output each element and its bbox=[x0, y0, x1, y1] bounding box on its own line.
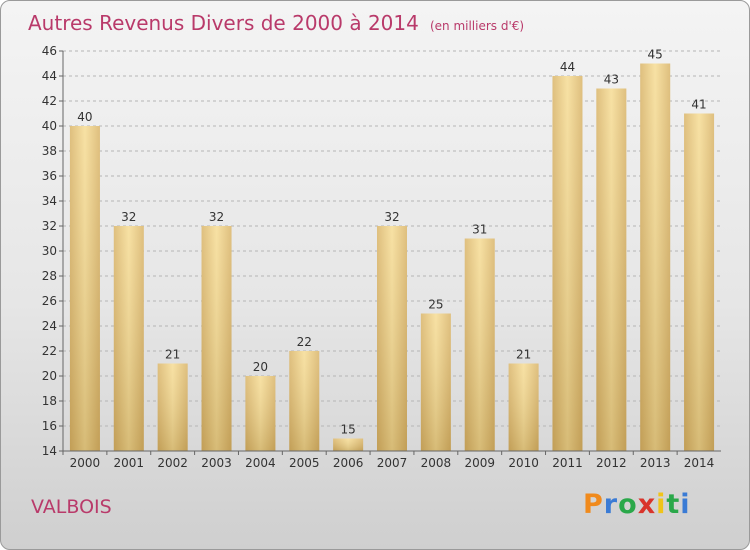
chart-title: Autres Revenus Divers de 2000 à 2014 bbox=[28, 11, 419, 35]
y-tick-label: 14 bbox=[42, 444, 57, 458]
bar-shade bbox=[640, 63, 671, 451]
data-label: 44 bbox=[560, 60, 575, 74]
x-tick-label: 2001 bbox=[114, 456, 145, 470]
x-tick-label: 2002 bbox=[157, 456, 188, 470]
bar-shade bbox=[596, 88, 627, 451]
y-tick-label: 28 bbox=[42, 269, 57, 283]
x-axis: 2000 2001 2002 2003 2004 2005 2006 2007 2008 2009… bbox=[62, 450, 721, 470]
y-tick-label: 16 bbox=[42, 419, 57, 433]
x-tick-label: 2009 bbox=[464, 456, 495, 470]
data-label: 22 bbox=[297, 335, 312, 349]
data-label: 32 bbox=[384, 210, 399, 224]
bar-shade bbox=[464, 238, 495, 451]
y-tick-label: 20 bbox=[42, 369, 57, 383]
data-label: 15 bbox=[340, 423, 355, 437]
logo-letter: i bbox=[680, 489, 691, 520]
y-tick-label: 22 bbox=[42, 344, 57, 358]
chart-subtitle: (en milliers d'€) bbox=[429, 19, 525, 33]
y-tick-label: 44 bbox=[42, 69, 57, 83]
bar-shade bbox=[289, 351, 320, 451]
data-label: 45 bbox=[648, 48, 663, 62]
x-tick-label: 2014 bbox=[684, 456, 715, 470]
x-tick-label: 2007 bbox=[377, 456, 408, 470]
y-tick-label: 40 bbox=[42, 119, 57, 133]
y-tick-label: 18 bbox=[42, 394, 57, 408]
y-tick-label: 30 bbox=[42, 244, 57, 258]
data-label: 20 bbox=[253, 360, 268, 374]
y-tick-label: 24 bbox=[42, 319, 57, 333]
x-tick-label: 2013 bbox=[640, 456, 671, 470]
data-label: 43 bbox=[604, 73, 619, 87]
bar-shade bbox=[245, 376, 276, 451]
bar-shade bbox=[420, 313, 451, 451]
bar-shade bbox=[684, 113, 715, 451]
bars: 40 32 21 32 20 22 15 32 25 31 21 44 43 45 41 bbox=[69, 48, 715, 451]
proxiti-logo: Proxiti bbox=[583, 489, 691, 520]
y-tick-label: 46 bbox=[42, 44, 57, 58]
data-label: 31 bbox=[472, 223, 487, 237]
data-label: 41 bbox=[691, 98, 706, 112]
logo-letter: x bbox=[637, 489, 657, 520]
x-tick-label: 2012 bbox=[596, 456, 627, 470]
logo-letter: i bbox=[656, 489, 667, 520]
x-tick-label: 2000 bbox=[70, 456, 101, 470]
x-tick-label: 2011 bbox=[552, 456, 583, 470]
bar-shade bbox=[201, 226, 232, 451]
bar-shade bbox=[552, 76, 583, 451]
x-tick-label: 2008 bbox=[421, 456, 452, 470]
bar-shade bbox=[508, 363, 539, 451]
bar-shade bbox=[377, 226, 407, 451]
y-axis: 14 16 18 20 22 24 26 28 30 32 34 36 38 40 42 44 46 bbox=[42, 44, 64, 458]
title-row: Autres Revenus Divers de 2000 à 2014 (en… bbox=[28, 11, 524, 35]
x-tick-label: 2010 bbox=[508, 456, 539, 470]
data-label: 21 bbox=[165, 348, 180, 362]
logo-letter: t bbox=[666, 489, 681, 520]
y-tick-label: 32 bbox=[42, 219, 57, 233]
y-tick-label: 26 bbox=[42, 294, 57, 308]
logo-letter: o bbox=[618, 489, 638, 520]
y-tick-label: 42 bbox=[42, 94, 57, 108]
logo-letter: r bbox=[603, 489, 619, 520]
y-tick-label: 36 bbox=[42, 169, 57, 183]
data-label: 25 bbox=[428, 298, 443, 312]
x-tick-label: 2003 bbox=[201, 456, 232, 470]
bar-shade bbox=[333, 438, 364, 451]
bar-shade bbox=[157, 363, 188, 451]
bar-shade bbox=[69, 126, 100, 451]
data-label: 21 bbox=[516, 348, 531, 362]
data-label: 32 bbox=[209, 210, 224, 224]
x-tick-label: 2005 bbox=[289, 456, 320, 470]
x-tick-label: 2004 bbox=[245, 456, 276, 470]
data-label: 40 bbox=[77, 110, 92, 124]
bar-shade bbox=[113, 226, 144, 451]
x-tick-label: 2006 bbox=[333, 456, 364, 470]
y-tick-label: 34 bbox=[42, 194, 57, 208]
logo-letter: P bbox=[583, 489, 604, 520]
data-label: 32 bbox=[121, 210, 136, 224]
y-tick-label: 38 bbox=[42, 144, 57, 158]
commune-name: VALBOIS bbox=[31, 496, 112, 518]
